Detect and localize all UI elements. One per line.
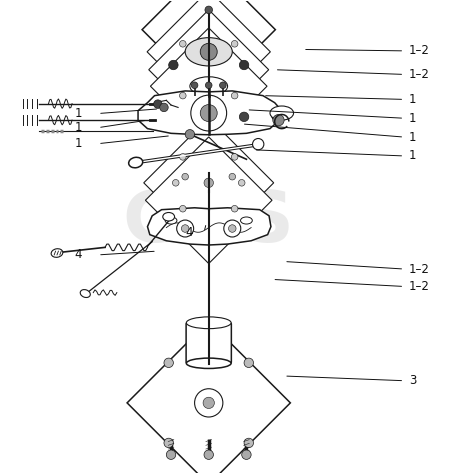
Circle shape: [239, 112, 249, 121]
Circle shape: [229, 220, 236, 227]
Circle shape: [191, 82, 198, 89]
Circle shape: [200, 105, 217, 121]
Circle shape: [231, 40, 238, 47]
Circle shape: [244, 438, 254, 447]
Polygon shape: [147, 0, 270, 113]
Ellipse shape: [240, 217, 252, 224]
Circle shape: [273, 115, 284, 126]
Circle shape: [244, 358, 254, 367]
Circle shape: [231, 92, 238, 99]
Circle shape: [182, 220, 189, 227]
Circle shape: [253, 138, 264, 150]
Circle shape: [160, 103, 168, 112]
Circle shape: [185, 129, 195, 139]
Polygon shape: [147, 208, 271, 245]
Polygon shape: [146, 137, 272, 264]
Circle shape: [173, 180, 179, 186]
Circle shape: [177, 220, 194, 237]
Circle shape: [180, 92, 186, 99]
Circle shape: [169, 60, 178, 70]
Circle shape: [238, 180, 245, 186]
Text: 1–2: 1–2: [409, 68, 430, 81]
Text: 1–2: 1–2: [409, 263, 430, 275]
Circle shape: [191, 95, 227, 131]
Circle shape: [205, 82, 212, 89]
Text: 1: 1: [409, 93, 417, 106]
Ellipse shape: [270, 106, 293, 120]
Circle shape: [154, 100, 162, 109]
Ellipse shape: [190, 77, 228, 96]
Circle shape: [164, 358, 173, 367]
Ellipse shape: [185, 37, 232, 66]
Ellipse shape: [163, 212, 174, 221]
Text: 4: 4: [185, 226, 192, 239]
Circle shape: [180, 40, 186, 47]
Text: 3: 3: [409, 374, 416, 387]
Text: 1: 1: [74, 121, 82, 134]
Circle shape: [195, 389, 223, 417]
Text: 1: 1: [74, 107, 82, 120]
Text: 4: 4: [74, 248, 82, 261]
Circle shape: [200, 43, 217, 60]
FancyBboxPatch shape: [186, 323, 231, 363]
Circle shape: [219, 82, 226, 89]
Ellipse shape: [186, 358, 231, 368]
Circle shape: [182, 225, 189, 232]
Circle shape: [180, 154, 186, 160]
Circle shape: [166, 450, 176, 459]
Circle shape: [205, 6, 212, 14]
Ellipse shape: [186, 317, 231, 328]
Text: 1: 1: [409, 149, 417, 163]
Circle shape: [229, 173, 236, 180]
Circle shape: [224, 220, 241, 237]
Text: GHS: GHS: [123, 188, 295, 257]
Polygon shape: [127, 321, 291, 474]
Text: 1: 1: [74, 137, 82, 150]
Text: 1–2: 1–2: [409, 45, 430, 57]
Polygon shape: [142, 0, 275, 96]
Circle shape: [239, 60, 249, 70]
Ellipse shape: [165, 217, 177, 224]
Polygon shape: [150, 28, 267, 145]
Circle shape: [180, 205, 186, 212]
Circle shape: [182, 173, 189, 180]
Circle shape: [231, 205, 238, 212]
Ellipse shape: [51, 249, 63, 257]
Circle shape: [242, 450, 251, 459]
Circle shape: [204, 450, 213, 459]
Polygon shape: [138, 91, 282, 135]
Ellipse shape: [128, 157, 143, 168]
Text: 1: 1: [409, 112, 417, 125]
Circle shape: [203, 397, 214, 409]
Polygon shape: [149, 10, 269, 130]
Text: 1: 1: [409, 131, 417, 144]
Ellipse shape: [80, 290, 91, 298]
Text: 1–2: 1–2: [409, 280, 430, 293]
Circle shape: [231, 154, 238, 160]
Circle shape: [272, 108, 285, 121]
Circle shape: [204, 178, 213, 188]
Polygon shape: [144, 118, 273, 248]
Circle shape: [228, 225, 236, 232]
Circle shape: [164, 438, 173, 447]
